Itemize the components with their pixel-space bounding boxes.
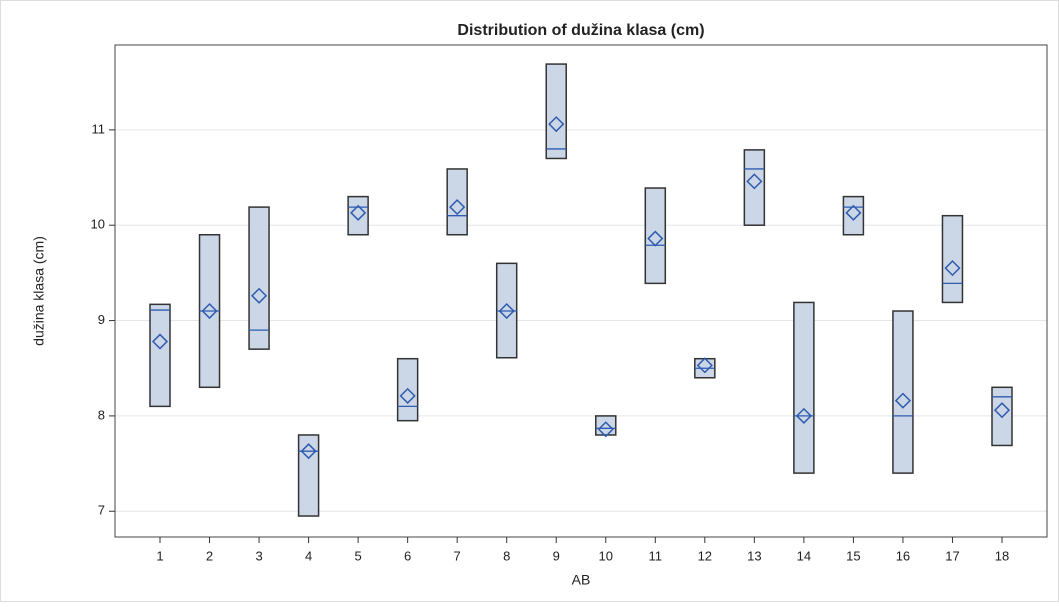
x-tick-label: 11 bbox=[649, 548, 663, 563]
x-tick-label: 16 bbox=[896, 548, 910, 563]
x-axis-label: AB bbox=[572, 572, 591, 588]
mean-marker bbox=[894, 392, 912, 409]
x-tick-label: 8 bbox=[503, 548, 510, 563]
box bbox=[446, 168, 468, 236]
x-tick-label: 3 bbox=[255, 548, 262, 563]
mean-marker bbox=[250, 287, 268, 304]
x-tick-label: 17 bbox=[945, 548, 959, 563]
x-tick-label: 1 bbox=[156, 548, 163, 563]
y-axis-label: dužina klasa (cm) bbox=[31, 236, 47, 346]
box bbox=[842, 195, 865, 236]
box bbox=[892, 310, 914, 474]
x-tick-label: 9 bbox=[553, 548, 560, 563]
mean-marker bbox=[845, 204, 862, 221]
mean-marker bbox=[399, 387, 416, 404]
x-tick-label: 4 bbox=[305, 548, 312, 563]
x-tick-label: 6 bbox=[404, 548, 411, 563]
mean-marker bbox=[201, 302, 218, 320]
y-tick-label: 11 bbox=[92, 121, 106, 136]
x-tick-label: 5 bbox=[355, 548, 362, 563]
box bbox=[248, 206, 270, 350]
mean-marker bbox=[944, 260, 961, 277]
x-tick-label: 18 bbox=[995, 548, 1009, 563]
x-tick-label: 10 bbox=[599, 548, 613, 563]
chart-title: Distribution of dužina klasa (cm) bbox=[457, 22, 704, 39]
mean-marker bbox=[300, 443, 317, 460]
mean-marker bbox=[449, 199, 466, 216]
box bbox=[149, 303, 171, 408]
mean-marker bbox=[151, 333, 169, 350]
x-tick-label: 14 bbox=[797, 548, 811, 563]
box bbox=[644, 187, 667, 285]
y-tick-label: 8 bbox=[98, 407, 105, 422]
mean-marker bbox=[696, 357, 713, 374]
box bbox=[793, 301, 815, 474]
mean-marker bbox=[647, 230, 664, 247]
y-tick-label: 7 bbox=[98, 503, 105, 518]
box bbox=[941, 214, 964, 304]
x-tick-label: 15 bbox=[846, 548, 860, 563]
x-tick-label: 12 bbox=[698, 548, 712, 563]
mean-marker bbox=[548, 116, 565, 133]
plot-border bbox=[114, 44, 1048, 538]
mean-marker bbox=[746, 173, 763, 190]
mean-marker bbox=[795, 407, 812, 424]
mean-marker bbox=[350, 204, 367, 221]
y-tick-label: 10 bbox=[91, 217, 105, 232]
mean-marker bbox=[498, 302, 515, 320]
x-tick-label: 13 bbox=[747, 548, 761, 563]
mean-marker bbox=[597, 421, 614, 438]
box bbox=[545, 63, 567, 160]
x-tick-label: 7 bbox=[454, 548, 461, 563]
y-tick-label: 9 bbox=[98, 312, 105, 327]
box bbox=[595, 415, 617, 436]
mean-marker bbox=[993, 402, 1011, 419]
x-tick-label: 2 bbox=[206, 548, 213, 563]
box bbox=[347, 195, 369, 236]
box bbox=[297, 434, 320, 517]
